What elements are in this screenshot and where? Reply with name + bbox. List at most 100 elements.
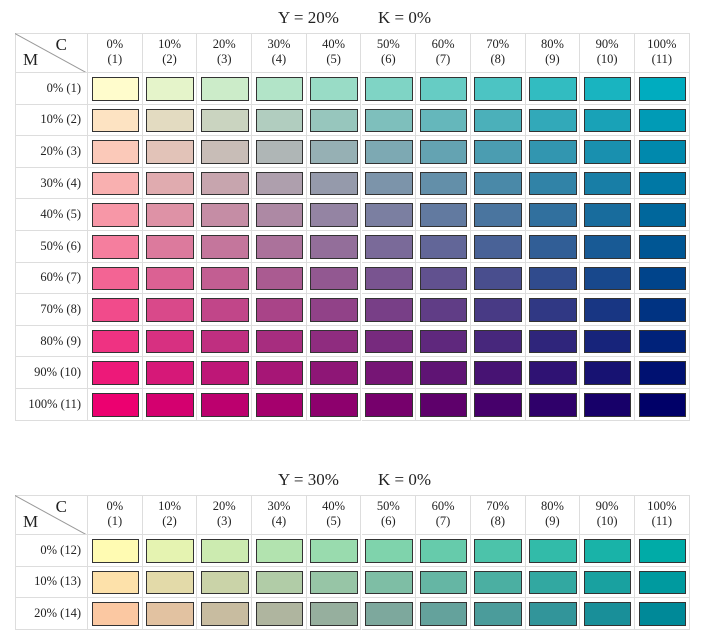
swatch-cell — [252, 73, 307, 105]
swatch-cell — [197, 598, 253, 630]
swatch — [255, 393, 304, 417]
swatch — [529, 329, 577, 354]
swatch — [91, 539, 140, 563]
column-number: (2) — [162, 514, 177, 528]
swatch-cell — [416, 357, 471, 389]
swatch-cell — [470, 73, 526, 105]
swatch-cell — [197, 167, 253, 200]
swatch-cell — [635, 357, 690, 389]
swatch — [146, 203, 194, 227]
swatch — [146, 140, 194, 164]
row-header: 0% (12) — [15, 535, 88, 567]
swatch — [365, 298, 413, 322]
swatch-cell — [306, 73, 362, 105]
swatch — [638, 329, 687, 354]
swatch-cell — [416, 136, 471, 168]
swatch — [474, 77, 523, 101]
swatch — [583, 77, 632, 101]
column-label: 70% — [486, 499, 510, 513]
swatch — [91, 235, 140, 259]
column-number: (9) — [545, 52, 560, 66]
swatch-cell — [635, 104, 690, 137]
column-number: (11) — [651, 52, 673, 66]
swatch — [529, 203, 577, 227]
column-label: 90% — [595, 37, 619, 51]
swatch — [91, 108, 140, 133]
swatch — [91, 329, 140, 354]
swatch — [583, 602, 632, 626]
swatch-cell — [580, 167, 635, 200]
swatch-cell — [525, 325, 581, 358]
swatch-cell — [525, 199, 581, 231]
swatch-cell — [580, 357, 635, 389]
swatch — [583, 266, 632, 291]
column-label: 100% — [647, 37, 677, 51]
swatch-cell — [306, 104, 362, 137]
table-frame — [15, 33, 690, 421]
swatch — [310, 140, 358, 164]
swatch-cell — [416, 167, 471, 200]
swatch — [583, 298, 632, 322]
column-header: 20% (3) — [197, 33, 253, 73]
column-number: (4) — [271, 52, 287, 66]
column-header: 100% (11) — [635, 495, 690, 535]
swatch-cell — [580, 136, 635, 168]
swatch-cell — [252, 199, 307, 231]
swatch — [419, 203, 468, 227]
swatch — [365, 235, 413, 259]
corner-m: M — [23, 50, 39, 69]
swatch — [146, 361, 194, 385]
swatch-cell — [361, 199, 417, 231]
swatch — [255, 235, 304, 259]
swatch — [310, 266, 358, 291]
swatch-cell — [470, 167, 526, 200]
swatch — [638, 108, 687, 133]
swatch — [365, 203, 413, 227]
swatch-cell — [197, 73, 253, 105]
swatch-cell — [580, 325, 635, 358]
swatch — [638, 393, 687, 417]
swatch — [200, 539, 249, 563]
swatch — [200, 570, 249, 595]
swatch-cell — [416, 325, 471, 358]
swatch-cell — [416, 535, 471, 567]
swatch — [419, 361, 468, 385]
swatch-cell — [470, 325, 526, 358]
column-header: 70% (8) — [470, 33, 526, 73]
swatch-cell — [635, 231, 690, 263]
swatch-cell — [252, 535, 307, 567]
swatch-cell — [470, 231, 526, 263]
swatch-cell — [361, 535, 417, 567]
swatch — [474, 140, 523, 164]
column-label: 80% — [540, 499, 564, 513]
column-number: (1) — [107, 514, 123, 528]
swatch-cell — [580, 566, 635, 599]
row-header: 90% (10) — [15, 357, 88, 389]
swatch-cell — [361, 294, 417, 326]
swatch — [419, 266, 468, 291]
swatch-cell — [470, 598, 526, 630]
swatch-cell — [197, 262, 253, 295]
swatch — [310, 171, 358, 196]
column-header: 10% (2) — [142, 495, 198, 535]
swatch — [583, 361, 632, 385]
swatch-cell — [635, 294, 690, 326]
column-label: 0% — [106, 499, 124, 513]
swatch-cell — [416, 294, 471, 326]
swatch — [583, 539, 632, 563]
swatch — [255, 266, 304, 291]
swatch — [474, 108, 523, 133]
swatch — [529, 361, 577, 385]
swatch-cell — [525, 231, 581, 263]
swatch-cell — [197, 357, 253, 389]
swatch-cell — [416, 566, 471, 599]
column-header: 90% (10) — [580, 495, 635, 535]
swatch-cell — [416, 231, 471, 263]
swatch-cell — [635, 167, 690, 200]
row-header: 100% (11) — [15, 389, 88, 421]
row-header: 70% (8) — [15, 294, 88, 326]
swatch-cell — [580, 294, 635, 326]
row-header: 10% (2) — [15, 104, 88, 137]
swatch-cell — [580, 535, 635, 567]
